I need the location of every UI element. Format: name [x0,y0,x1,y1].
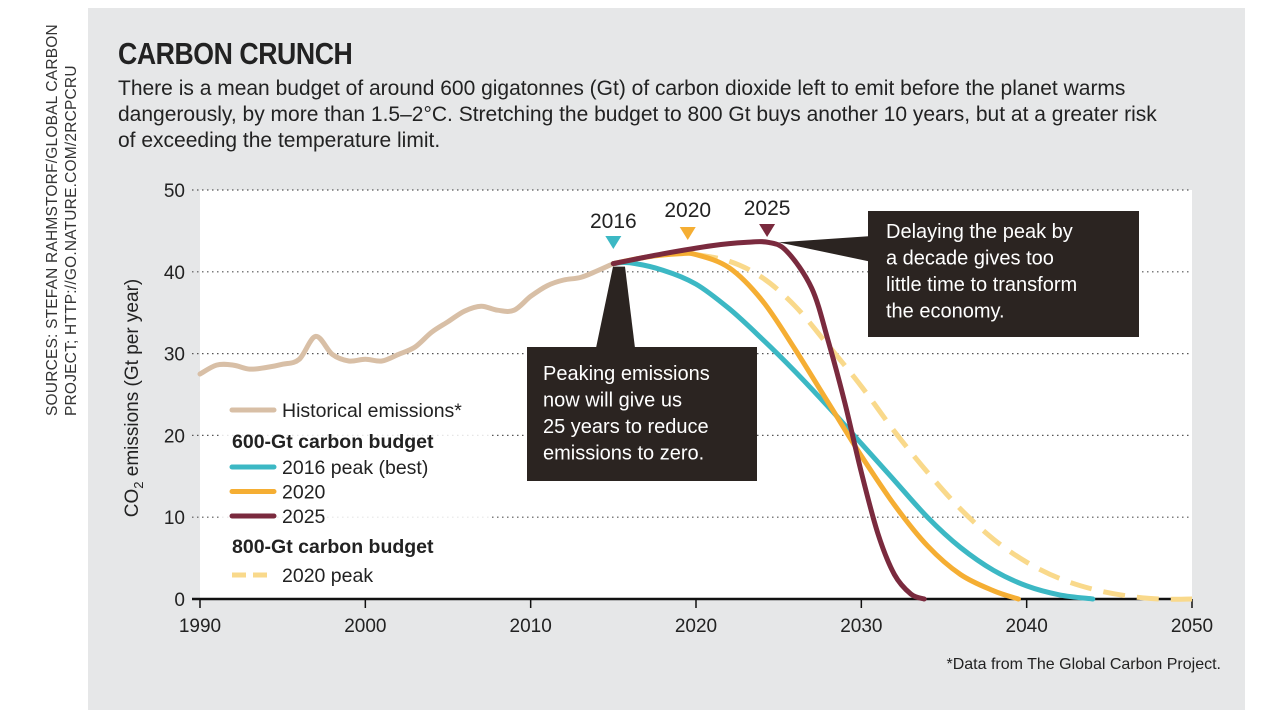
y-tick-label-40: 40 [164,263,185,284]
callout-delay-line-3: little time to transform [886,274,1077,296]
x-tick-label-1990: 1990 [179,616,221,637]
callout-now-line-4: emissions to zero. [543,443,704,465]
callout-now-line-2: now will give us [543,390,682,412]
x-tick-label-2030: 2030 [840,616,882,637]
figure-title: CARBON CRUNCH [118,36,353,71]
callout-pointer-delay [778,236,872,262]
legend-label-600gt-2: 2020 [282,482,326,504]
series-line-2020-peak [695,252,1193,602]
legend-label-historical: Historical emissions* [282,400,462,422]
figure-subtitle: There is a mean budget of around 600 gig… [118,77,1157,152]
callout-delay-line-2: a decade gives too [886,248,1054,270]
callout-delay-line-1: Delaying the peak by [886,221,1073,243]
callout-now-line-3: 25 years to reduce [543,416,709,438]
series-line-2025 [610,239,927,602]
y-tick-label-10: 10 [164,508,185,529]
legend-label-600gt-3: 2025 [282,506,326,528]
y-axis-label: CO2 emissions (Gt per year) [122,279,146,517]
footnote: *Data from The Global Carbon Project. [946,656,1222,673]
legend-group-600gt: 600-Gt carbon budget [232,431,434,453]
peak-label-2016: 2016 [590,210,637,233]
y-tick-label-50: 50 [164,181,185,202]
callout-box-now [527,347,757,481]
series-line-historical-emissions- [197,261,616,377]
x-tick-label-2000: 2000 [344,616,386,637]
x-tick-label-2050: 2050 [1171,616,1213,637]
legend-label-600gt-1: 2016 peak (best) [282,457,428,479]
legend-group-800gt: 800-Gt carbon budget [232,536,434,558]
y-tick-label-0: 0 [174,590,185,611]
peak-label-2025: 2025 [744,197,791,220]
callout-box-delay [868,211,1139,337]
x-tick-label-2020: 2020 [675,616,717,637]
x-tick-label-2040: 2040 [1006,616,1048,637]
y-tick-label-20: 20 [164,426,185,447]
callout-delay-line-4: the economy. [886,301,1005,323]
x-tick-label-2010: 2010 [510,616,552,637]
peak-marker-2020 [679,227,696,240]
series-line-2020 [610,250,1021,602]
peak-marker-2016 [605,236,622,249]
callout-pointer-now [596,266,635,348]
y-tick-label-30: 30 [164,345,185,366]
legend-label-800gt-1: 2020 peak [282,565,373,587]
peak-label-2020: 2020 [664,199,711,222]
peak-marker-2025 [759,224,776,237]
callout-now-line-1: Peaking emissions [543,363,710,385]
